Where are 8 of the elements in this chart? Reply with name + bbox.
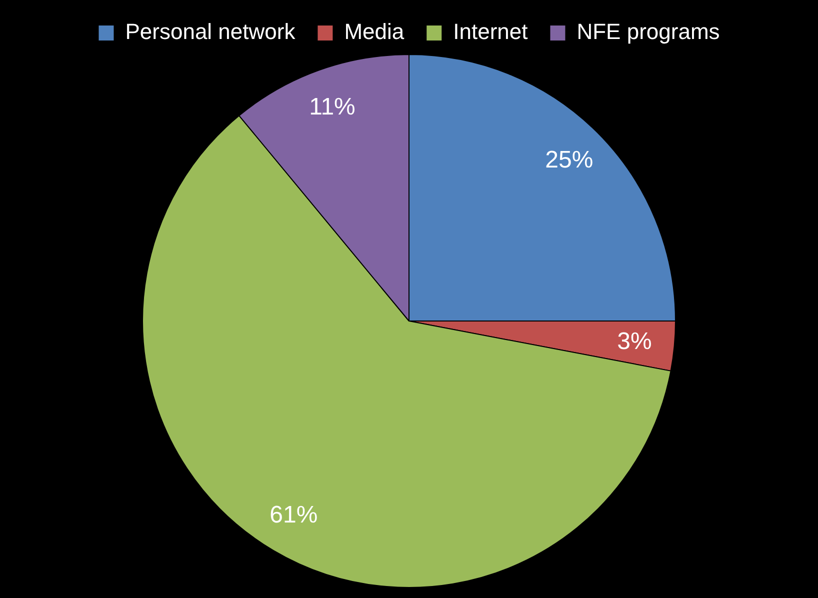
legend-label: NFE programs: [576, 19, 720, 44]
legend-label: Personal network: [125, 19, 296, 44]
legend-label: Media: [344, 19, 405, 44]
data-label: 61%: [270, 502, 318, 529]
data-label: 3%: [617, 328, 652, 355]
data-label: 11%: [309, 93, 356, 120]
legend-label: Internet: [453, 19, 528, 44]
data-label: 25%: [545, 146, 594, 174]
